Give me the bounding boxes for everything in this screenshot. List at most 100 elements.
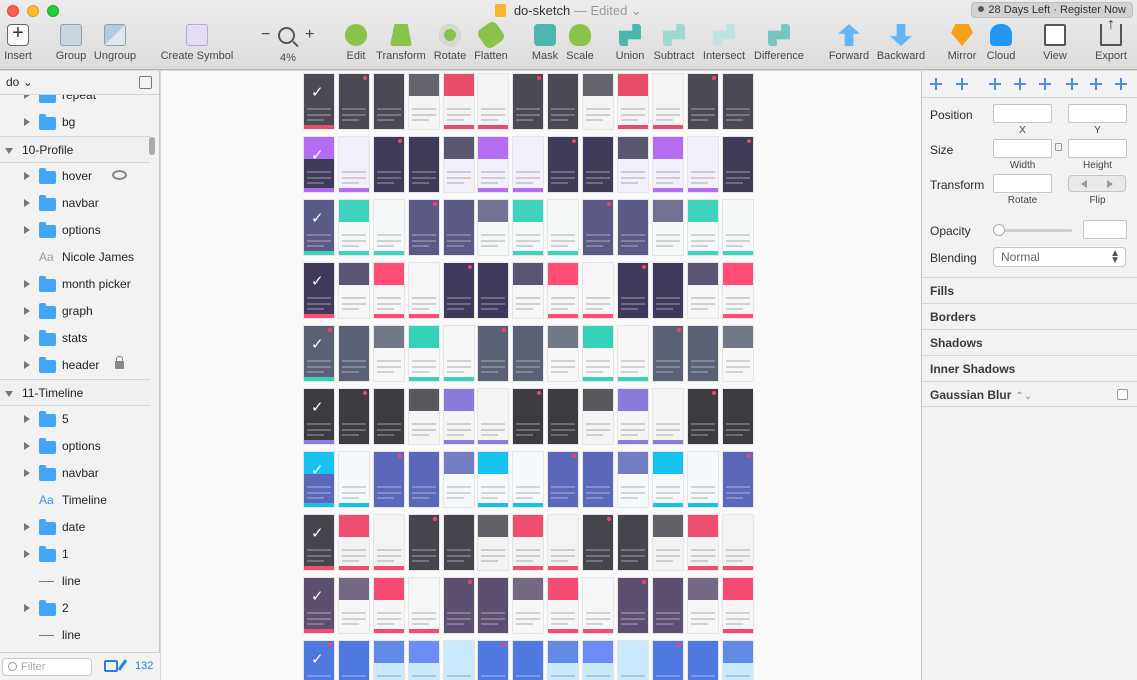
artboard-thumbnail[interactable] bbox=[652, 326, 683, 381]
group-button[interactable]: Group bbox=[54, 24, 88, 66]
artboard-thumbnail[interactable] bbox=[513, 200, 544, 255]
layer-row[interactable]: hover bbox=[0, 163, 150, 190]
artboard-thumbnail[interactable] bbox=[513, 74, 544, 129]
artboard-thumbnail[interactable] bbox=[373, 578, 404, 633]
artboard-thumbnail[interactable] bbox=[478, 263, 509, 318]
artboard-thumbnail[interactable] bbox=[443, 326, 474, 381]
artboard-thumbnail[interactable] bbox=[652, 389, 683, 444]
disclosure-right-icon[interactable] bbox=[24, 469, 30, 477]
artboard-thumbnail[interactable] bbox=[513, 137, 544, 192]
artboard-thumbnail[interactable] bbox=[338, 452, 369, 507]
artboard-thumbnail[interactable] bbox=[687, 452, 718, 507]
artboard-thumbnail[interactable] bbox=[548, 389, 579, 444]
artboard-thumbnail[interactable] bbox=[652, 578, 683, 633]
layer-row[interactable]: bg bbox=[0, 109, 150, 136]
page-selector[interactable]: do ⌄ bbox=[0, 71, 159, 95]
disclosure-right-icon[interactable] bbox=[24, 442, 30, 450]
mirror-button[interactable]: Mirror bbox=[945, 24, 979, 66]
artboard-thumbnail[interactable] bbox=[373, 137, 404, 192]
artboard-thumbnail[interactable] bbox=[687, 263, 718, 318]
layer-row[interactable]: options bbox=[0, 217, 150, 244]
artboard-thumbnail[interactable] bbox=[443, 74, 474, 129]
artboard-thumbnail[interactable] bbox=[583, 515, 614, 570]
artboard-thumbnail[interactable] bbox=[443, 641, 474, 680]
artboard-thumbnail[interactable] bbox=[548, 200, 579, 255]
register-now-link[interactable]: Register Now bbox=[1059, 4, 1126, 16]
artboard-thumbnail[interactable] bbox=[618, 389, 649, 444]
artboard-thumbnail[interactable] bbox=[652, 641, 683, 680]
artboard-thumbnail[interactable] bbox=[618, 200, 649, 255]
artboard-thumbnail[interactable] bbox=[443, 137, 474, 192]
disclosure-right-icon[interactable] bbox=[24, 226, 30, 234]
layer-row[interactable]: line bbox=[0, 622, 150, 648]
artboard-thumbnail[interactable] bbox=[338, 389, 369, 444]
artboard-thumbnail[interactable] bbox=[338, 578, 369, 633]
artboard-thumbnail[interactable] bbox=[304, 326, 334, 381]
artboard-thumbnail[interactable] bbox=[548, 263, 579, 318]
backward-button[interactable]: Backward bbox=[875, 24, 927, 66]
artboard-thumbnail[interactable] bbox=[338, 641, 369, 680]
artboard-thumbnail[interactable] bbox=[478, 389, 509, 444]
artboard-thumbnail[interactable] bbox=[722, 578, 753, 633]
disclosure-right-icon[interactable] bbox=[24, 307, 30, 315]
artboard-thumbnail[interactable] bbox=[583, 74, 614, 129]
artboard-thumbnail[interactable] bbox=[652, 74, 683, 129]
artboard-thumbnail[interactable] bbox=[408, 452, 439, 507]
trial-badge[interactable]: 28 Days Left · Register Now bbox=[971, 2, 1133, 18]
layer-row[interactable]: Aa Nicole James bbox=[0, 244, 150, 271]
layer-row[interactable]: navbar bbox=[0, 190, 150, 217]
document-status[interactable]: Edited ⌄ bbox=[590, 3, 642, 18]
flip-control[interactable] bbox=[1068, 175, 1126, 192]
align-center-icon[interactable] bbox=[1014, 78, 1026, 90]
close-window-button[interactable] bbox=[7, 5, 19, 17]
artboard-thumbnail[interactable] bbox=[373, 452, 404, 507]
artboard-thumbnail[interactable] bbox=[408, 200, 439, 255]
artboard-thumbnail[interactable] bbox=[304, 137, 334, 192]
artboard-thumbnail[interactable] bbox=[548, 74, 579, 129]
fills-section[interactable]: Fills bbox=[922, 277, 1137, 303]
artboard-thumbnail[interactable] bbox=[548, 137, 579, 192]
artboard-thumbnail[interactable] bbox=[338, 74, 369, 129]
zoom-window-button[interactable] bbox=[47, 5, 59, 17]
layer-row[interactable]: 5 bbox=[0, 406, 150, 433]
export-button[interactable]: Export bbox=[1093, 16, 1129, 66]
view-button[interactable]: View bbox=[1038, 24, 1072, 66]
disclosure-right-icon[interactable] bbox=[24, 550, 30, 558]
artboard-thumbnail[interactable] bbox=[618, 326, 649, 381]
layer-group-row[interactable]: 11-Timeline bbox=[0, 379, 150, 406]
artboard-thumbnail[interactable] bbox=[548, 641, 579, 680]
artboard-thumbnail[interactable] bbox=[583, 641, 614, 680]
artboard-thumbnail[interactable] bbox=[513, 389, 544, 444]
artboard-thumbnail[interactable] bbox=[338, 137, 369, 192]
artboard-thumbnail[interactable] bbox=[304, 200, 334, 255]
slice-pen-icon[interactable] bbox=[117, 659, 128, 671]
artboard-thumbnail[interactable] bbox=[373, 326, 404, 381]
artboard-thumbnail[interactable] bbox=[583, 137, 614, 192]
zoom-in-button[interactable]: + bbox=[305, 26, 315, 43]
artboard-thumbnail[interactable] bbox=[618, 74, 649, 129]
disclosure-right-icon[interactable] bbox=[24, 604, 30, 612]
artboard-thumbnail[interactable] bbox=[687, 326, 718, 381]
artboard-thumbnail[interactable] bbox=[373, 263, 404, 318]
artboard-thumbnail[interactable] bbox=[443, 452, 474, 507]
artboard-thumbnail[interactable] bbox=[722, 74, 753, 129]
edit-button[interactable]: Edit bbox=[339, 24, 373, 66]
artboard-thumbnail[interactable] bbox=[373, 200, 404, 255]
artboard-thumbnail[interactable] bbox=[652, 263, 683, 318]
artboard-thumbnail[interactable] bbox=[687, 200, 718, 255]
artboard-thumbnail[interactable] bbox=[478, 452, 509, 507]
artboard-thumbnail[interactable] bbox=[304, 641, 334, 680]
scale-button[interactable]: Scale bbox=[563, 24, 597, 66]
distribute-vertical-icon[interactable] bbox=[956, 78, 968, 90]
artboard-thumbnail[interactable] bbox=[513, 263, 544, 318]
artboard-thumbnail[interactable] bbox=[338, 326, 369, 381]
layer-row[interactable]: 1 bbox=[0, 541, 150, 568]
blur-type-chevron-icon[interactable]: ⌃⌄ bbox=[1015, 391, 1033, 402]
transform-button[interactable]: Transform bbox=[374, 24, 428, 66]
artboard-thumbnail[interactable] bbox=[478, 578, 509, 633]
artboard-thumbnail[interactable] bbox=[408, 515, 439, 570]
artboard-thumbnail[interactable] bbox=[687, 641, 718, 680]
align-left-icon[interactable] bbox=[989, 78, 1001, 90]
opacity-slider-knob[interactable] bbox=[993, 224, 1005, 236]
artboard-thumbnail[interactable] bbox=[687, 515, 718, 570]
